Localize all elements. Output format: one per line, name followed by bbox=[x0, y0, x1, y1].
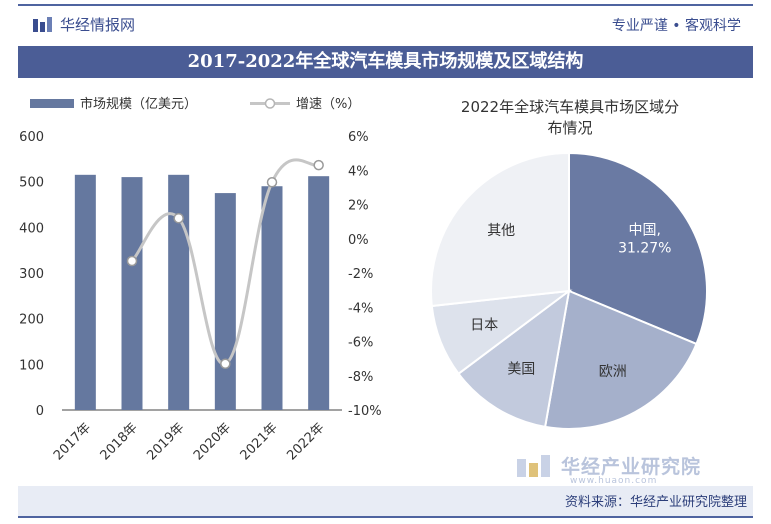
growth-point-2022年 bbox=[313, 159, 324, 171]
legend-swatch-bar bbox=[30, 99, 74, 108]
watermark-name: 华经产业研究院 bbox=[561, 456, 702, 478]
y2-tick-label: -8% bbox=[348, 370, 373, 385]
footer-line bbox=[18, 516, 753, 518]
bar-2020年 bbox=[214, 193, 236, 410]
watermark-site: www.huaon.com bbox=[570, 476, 658, 486]
y2-tick-label: -4% bbox=[348, 301, 373, 316]
x-tick-label: 2020年 bbox=[191, 420, 234, 463]
y-tick-label: 500 bbox=[19, 176, 44, 191]
y2-tick-label: -6% bbox=[348, 336, 373, 351]
legend-label-growth: 增速（%） bbox=[296, 97, 360, 112]
x-tick-label: 2022年 bbox=[284, 420, 327, 463]
pie-title-line: 布情况 bbox=[547, 119, 592, 137]
x-tick-label: 2019年 bbox=[144, 420, 187, 463]
x-tick-label: 2018年 bbox=[98, 420, 141, 463]
legend-label-bar: 市场规模（亿美元） bbox=[80, 96, 197, 112]
y-tick-label: 600 bbox=[19, 130, 44, 145]
brand-logo-icon bbox=[33, 16, 52, 32]
growth-point-2021年 bbox=[266, 176, 278, 188]
y2-tick-label: -2% bbox=[348, 267, 373, 282]
bar-2021年 bbox=[261, 186, 283, 410]
footer-bar bbox=[18, 486, 753, 516]
pie-label: 中国, bbox=[629, 222, 661, 238]
y2-tick-label: 4% bbox=[348, 164, 369, 179]
legend-marker-growth bbox=[264, 98, 276, 109]
y2-tick-label: 2% bbox=[348, 199, 369, 214]
pie-title-line: 2022年全球汽车模具市场区域分 bbox=[461, 98, 679, 116]
brand-name: 华经情报网 bbox=[60, 16, 136, 34]
source-note: 资料来源：华经产业研究院整理 bbox=[564, 495, 747, 510]
pie-label: 其他 bbox=[487, 223, 515, 239]
pie-label: 欧洲 bbox=[599, 364, 627, 380]
growth-point-2018年 bbox=[126, 255, 138, 267]
pie-slice-美国 bbox=[457, 288, 571, 429]
y-tick-label: 200 bbox=[19, 313, 44, 328]
bar-2018年 bbox=[121, 177, 143, 410]
chart-banner-title: 2017-2022年全球汽车模具市场规模及区域结构 bbox=[18, 46, 753, 78]
bar-2022年 bbox=[308, 176, 330, 410]
growth-point-2019年 bbox=[173, 212, 184, 224]
watermark-logo: 华经产业研究院 bbox=[515, 452, 701, 479]
y2-tick-label: 0% bbox=[348, 233, 369, 248]
pie-slice-欧洲 bbox=[543, 289, 698, 430]
watermark-logo-icon bbox=[517, 454, 550, 477]
x-tick-label: 2021年 bbox=[238, 420, 281, 463]
y-tick-label: 400 bbox=[19, 221, 44, 236]
pie-slice-其他 bbox=[430, 151, 570, 308]
y2-tick-label: 6% bbox=[348, 130, 369, 145]
pie-value-label: 31.27% bbox=[618, 240, 671, 256]
brand: 华经情报网 bbox=[32, 14, 135, 35]
y-tick-label: 0 bbox=[36, 404, 44, 419]
bar-2019年 bbox=[168, 174, 190, 410]
x-tick-label: 2017年 bbox=[51, 420, 94, 463]
growth-point-2020年 bbox=[220, 358, 231, 370]
top-border bbox=[18, 4, 753, 6]
pie-label: 日本 bbox=[470, 317, 498, 333]
y-tick-label: 100 bbox=[19, 358, 44, 373]
pie-label: 美国 bbox=[507, 362, 535, 378]
bar-2017年 bbox=[74, 174, 96, 410]
header: 华经情报网 专业严谨 • 客观科学 bbox=[18, 8, 753, 42]
slogan: 专业严谨 • 客观科学 bbox=[611, 18, 741, 34]
pie-slice-中国 bbox=[568, 151, 708, 346]
y2-tick-label: -10% bbox=[348, 404, 382, 419]
y-tick-label: 300 bbox=[19, 267, 44, 282]
